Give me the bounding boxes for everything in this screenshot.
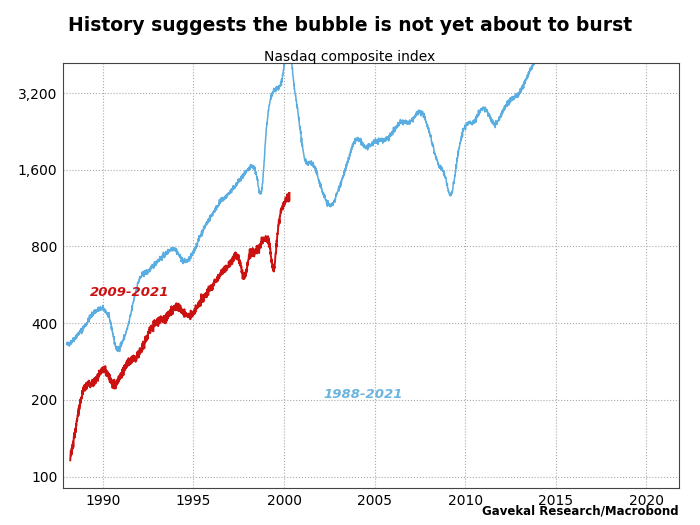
Text: Gavekal Research/Macrobond: Gavekal Research/Macrobond bbox=[482, 504, 679, 517]
Text: Nasdaq composite index: Nasdaq composite index bbox=[265, 50, 435, 64]
Text: History suggests the bubble is not yet about to burst: History suggests the bubble is not yet a… bbox=[68, 16, 632, 35]
Text: 2009-2021: 2009-2021 bbox=[90, 286, 169, 299]
Text: 1988-2021: 1988-2021 bbox=[324, 388, 403, 401]
